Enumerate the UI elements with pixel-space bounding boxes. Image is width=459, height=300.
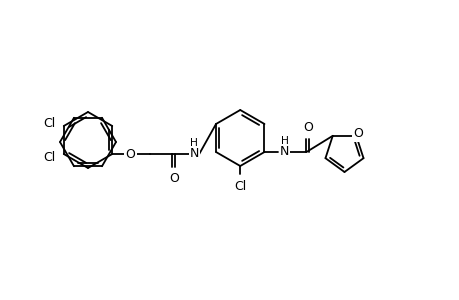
Text: Cl: Cl [44, 151, 56, 164]
Text: Cl: Cl [234, 180, 246, 193]
Text: N: N [279, 145, 289, 158]
Text: O: O [353, 127, 363, 140]
Text: N: N [189, 146, 198, 160]
Text: H: H [280, 136, 288, 146]
Text: O: O [125, 148, 135, 160]
Text: Cl: Cl [44, 116, 56, 130]
Text: O: O [302, 121, 312, 134]
Text: H: H [190, 138, 198, 148]
Text: O: O [168, 172, 178, 185]
